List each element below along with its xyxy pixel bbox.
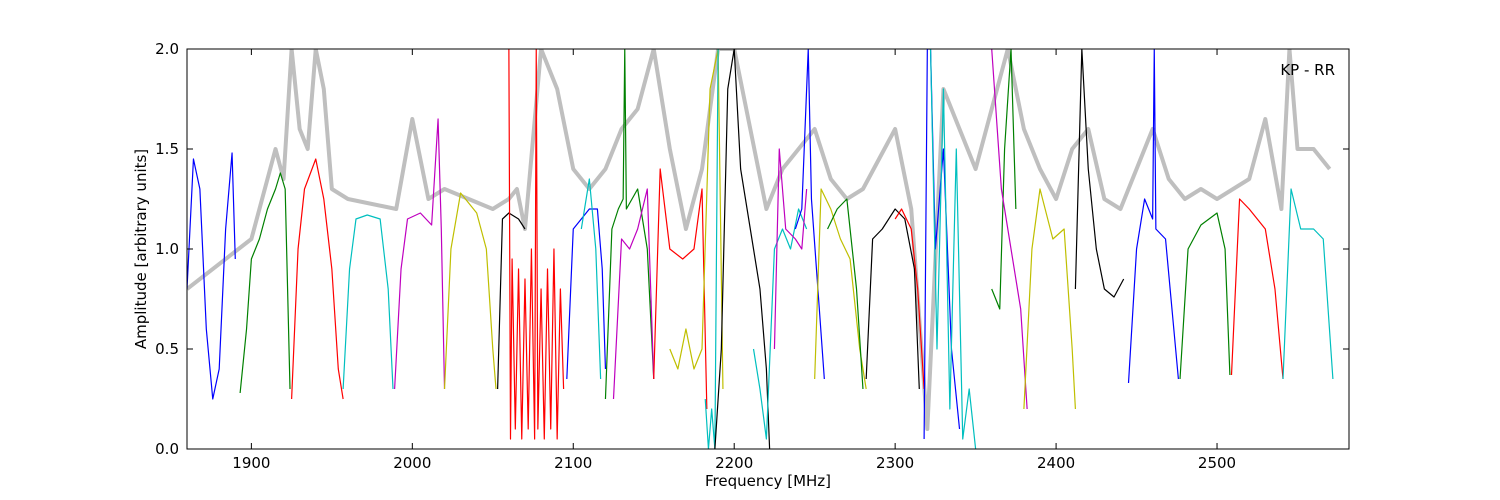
y-tick-label: 1.5 xyxy=(155,140,179,158)
x-axis-label: Frequency [MHz] xyxy=(705,472,831,490)
series-line xyxy=(669,49,724,390)
y-tick-label: 1.0 xyxy=(155,240,179,258)
series-line xyxy=(291,158,344,400)
series-line xyxy=(239,172,291,394)
series-line xyxy=(580,178,602,380)
series-line xyxy=(991,49,1028,410)
series-line xyxy=(443,192,497,390)
series-line xyxy=(394,118,446,390)
series-line xyxy=(1023,188,1076,410)
series-line xyxy=(653,168,708,410)
x-tick-label: 2000 xyxy=(393,454,431,472)
series-line xyxy=(1179,212,1231,380)
series-line xyxy=(612,188,655,400)
x-tick-label: 2400 xyxy=(1037,454,1075,472)
series-line xyxy=(794,49,825,380)
series-line xyxy=(1282,188,1334,380)
series-line xyxy=(714,49,771,449)
y-tick-label: 0.5 xyxy=(155,340,179,358)
series-line xyxy=(342,214,394,390)
series-line xyxy=(497,212,526,390)
series-line xyxy=(814,188,867,390)
x-tick-label: 1900 xyxy=(232,454,270,472)
series-line xyxy=(508,49,565,440)
y-axis-label: Amplitude [arbitrary units] xyxy=(132,149,150,349)
series-line xyxy=(752,208,808,440)
y-tick-label: 0.0 xyxy=(155,440,179,458)
series-line xyxy=(894,208,925,390)
y-tick-label: 2.0 xyxy=(155,40,179,58)
series-line xyxy=(187,152,236,400)
x-tick-label: 2200 xyxy=(715,454,753,472)
annotation: KP - RR xyxy=(1280,61,1335,79)
series-line xyxy=(929,49,977,449)
series-line xyxy=(704,49,719,449)
series-line xyxy=(865,208,920,390)
series-line xyxy=(1074,49,1125,298)
x-tick-label: 2500 xyxy=(1198,454,1236,472)
series-line xyxy=(566,208,607,380)
series-line xyxy=(604,49,655,400)
series-line xyxy=(773,148,808,350)
lines xyxy=(187,49,1334,449)
series-line xyxy=(187,49,1332,431)
series-line xyxy=(827,198,864,390)
series-line xyxy=(1230,198,1284,380)
x-tick-label: 2100 xyxy=(554,454,592,472)
series-line xyxy=(1127,49,1179,384)
x-tick-label: 2300 xyxy=(876,454,914,472)
series-line xyxy=(991,49,1017,310)
